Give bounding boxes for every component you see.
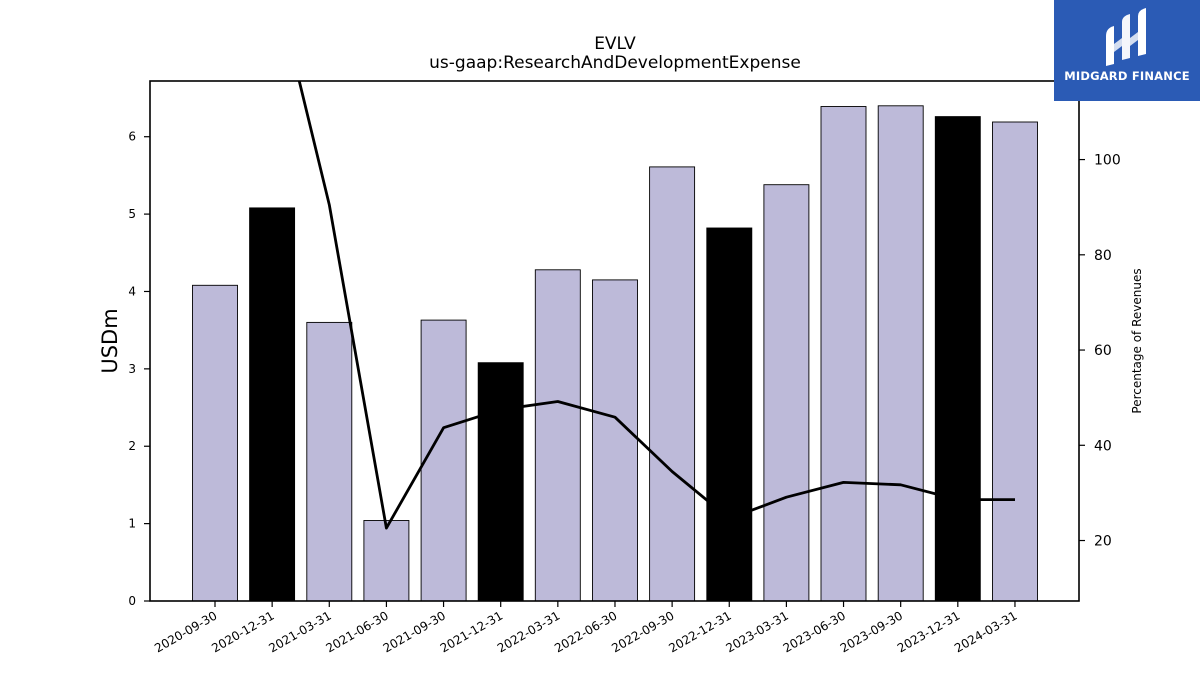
bar-2021-09-30 xyxy=(420,319,467,602)
y2-axis-ticks: 20 40 60 80 100 xyxy=(1079,153,1121,550)
y2-tick-label: 40 xyxy=(1094,438,1112,454)
x-tick-label: 2022-09-30 xyxy=(609,608,676,655)
y-tick-label: 5 xyxy=(128,207,136,221)
y2-tick-label: 20 xyxy=(1094,534,1112,550)
x-tick-label: 2021-03-31 xyxy=(266,608,333,655)
y-tick-label: 4 xyxy=(128,284,136,298)
x-tick-label: 2023-06-30 xyxy=(781,608,848,655)
x-tick-label: 2023-12-31 xyxy=(895,608,962,655)
y-axis-ticks: 0 1 2 3 4 5 6 xyxy=(128,130,150,608)
y-tick-label: 0 xyxy=(128,594,136,608)
x-tick-label: 2023-03-31 xyxy=(723,608,790,655)
midgard-logo-icon xyxy=(1106,8,1146,66)
chart-title: EVLV xyxy=(594,34,636,54)
bar-2023-06-30 xyxy=(820,106,867,602)
x-tick-label: 2021-09-30 xyxy=(381,608,448,655)
y2-tick-label: 80 xyxy=(1094,248,1112,264)
y-axis-label: USDm xyxy=(98,308,122,373)
x-tick-label: 2022-03-31 xyxy=(495,608,562,655)
y-tick-label: 1 xyxy=(128,517,136,531)
bar-2022-09-30 xyxy=(649,166,696,602)
y2-tick-label: 100 xyxy=(1094,153,1121,169)
x-tick-label: 2024-03-31 xyxy=(952,608,1019,655)
x-tick-label: 2021-06-30 xyxy=(324,608,391,655)
y2-axis-label: Percentage of Revenues xyxy=(1130,268,1144,413)
bar-2023-03-31 xyxy=(763,184,810,602)
bar-2021-12-31 xyxy=(477,362,524,602)
x-tick-label: 2022-12-31 xyxy=(666,608,733,655)
y-tick-label: 2 xyxy=(128,439,136,453)
x-tick-label: 2020-09-30 xyxy=(152,608,219,655)
bar-2022-06-30 xyxy=(592,279,638,602)
bar-2021-03-31 xyxy=(306,321,353,602)
chart-subtitle: us-gaap:ResearchAndDevelopmentExpense xyxy=(429,53,801,73)
logo-text: MIDGARD FINANCE xyxy=(1064,69,1190,83)
x-tick-label: 2022-06-30 xyxy=(552,608,619,655)
x-tick-label: 2023-09-30 xyxy=(838,608,905,655)
x-tick-label: 2021-12-31 xyxy=(438,608,505,655)
bar-2022-12-31 xyxy=(706,227,753,602)
y2-tick-label: 60 xyxy=(1094,343,1112,359)
bar-2023-09-30 xyxy=(877,105,924,602)
bar-2021-06-30 xyxy=(363,520,410,602)
x-tick-label: 2020-12-31 xyxy=(209,608,276,655)
y-tick-label: 3 xyxy=(128,362,136,376)
midgard-finance-logo: MIDGARD FINANCE xyxy=(1054,0,1200,101)
bar-2020-09-30 xyxy=(192,284,238,602)
y-tick-label: 6 xyxy=(128,130,136,144)
bar-2023-12-31 xyxy=(934,116,981,602)
bar-2020-12-31 xyxy=(249,207,296,602)
revenue-percentage-line xyxy=(297,81,1015,530)
bar-2022-03-31 xyxy=(534,269,581,602)
bar-2024-03-31 xyxy=(992,121,1038,602)
revenue-percentage-series-line xyxy=(297,81,1015,530)
bars xyxy=(192,105,1038,602)
x-axis-ticks: 2020-09-302020-12-312021-03-312021-06-30… xyxy=(152,601,1019,655)
